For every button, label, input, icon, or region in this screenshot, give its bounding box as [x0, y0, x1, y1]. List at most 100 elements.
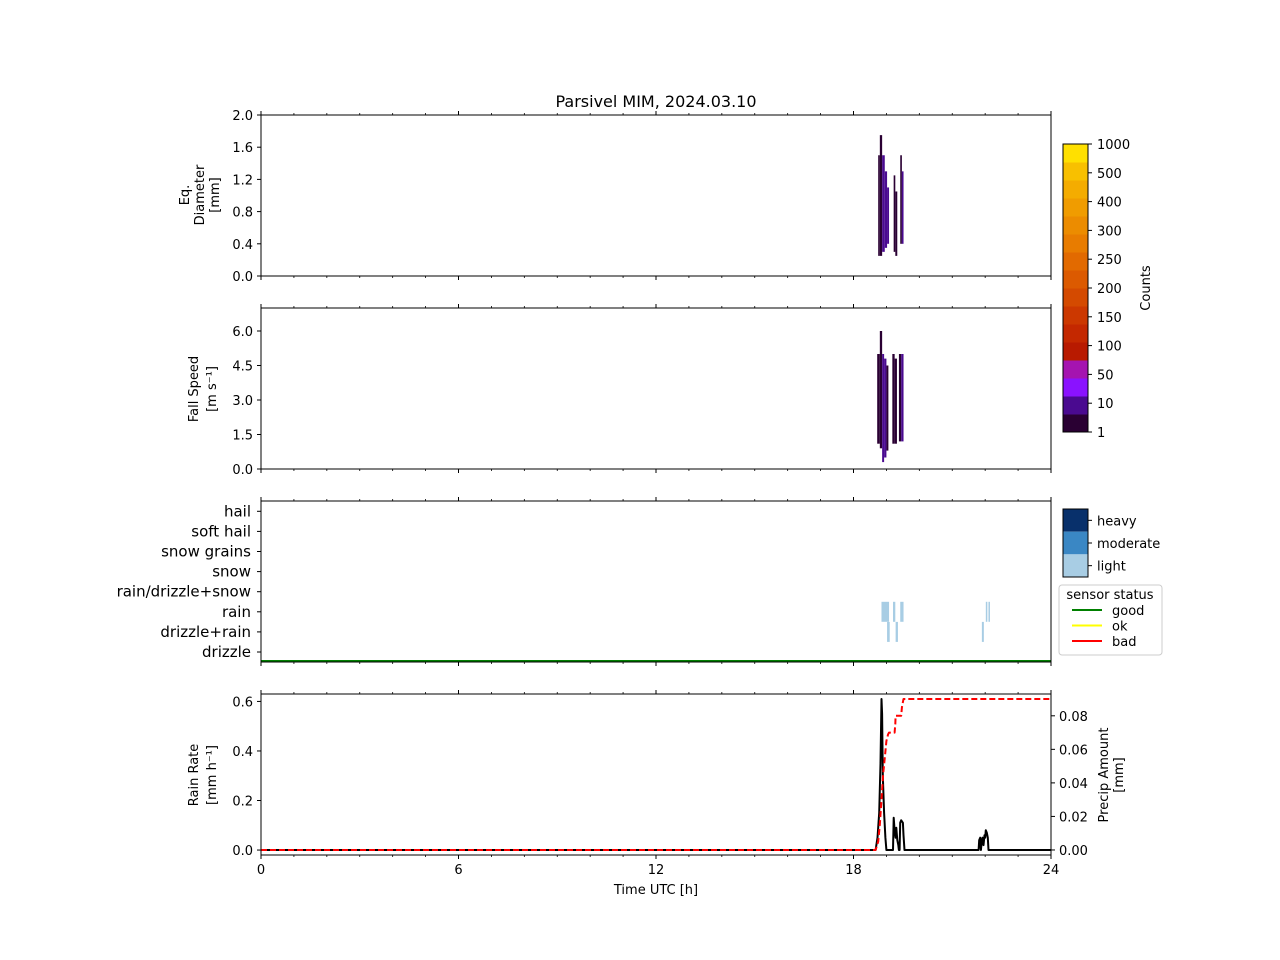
colorbar-ticks: 1 10 50 100 150 200 250 300 400 500 1000	[1088, 138, 1130, 441]
heatmap-cell	[886, 365, 889, 451]
colorbar-tick-label: 300	[1097, 224, 1122, 239]
sensor-status-legend-box	[1058, 584, 1163, 656]
precip-type-panel: drizzle drizzle+rain rain rain/drizzle+snow…	[117, 497, 1052, 666]
chart-title: Parsivel MIM, 2024.03.10	[555, 92, 756, 111]
colorbar-tick-label: 150	[1097, 311, 1122, 326]
x-tick-label: 0	[257, 863, 265, 878]
intensity-swatch-heavy	[1063, 509, 1088, 532]
heatmap-cell	[901, 171, 904, 244]
y-tick-label: 6.0	[232, 325, 253, 340]
colorbar-cell	[1063, 216, 1088, 235]
precip-event-rain	[900, 601, 904, 622]
category-label: soft hail	[191, 522, 251, 540]
intensity-label: moderate	[1097, 537, 1160, 552]
counts-colorbar: 1 10 50 100 150 200 250 300 400 500 1000 Counts	[1062, 138, 1154, 441]
heatmap-cell	[894, 358, 897, 444]
status-legend-label: bad	[1112, 635, 1136, 650]
precip-event-drizzle-rain	[887, 621, 890, 642]
diameter-ylabel-line-3: [mm]	[208, 177, 223, 212]
rain-y2label-line-1: Precip Amount	[1097, 728, 1112, 823]
category-label: rain/drizzle+snow	[117, 583, 251, 601]
diameter-panel: 0.0 0.4 0.8 1.2 1.6 2.0 Eq. Diameter [mm]	[178, 109, 1052, 285]
precip-amount-line	[261, 698, 1051, 851]
colorbar-cell	[1063, 162, 1088, 181]
colorbar-cell	[1063, 288, 1088, 307]
diameter-ticks: 0.0 0.4 0.8 1.2 1.6 2.0	[232, 109, 1052, 285]
colorbar-cell	[1063, 180, 1088, 199]
heatmap-cell	[901, 354, 904, 442]
y-tick-label: 0.4	[232, 238, 253, 253]
category-label: snow	[212, 563, 251, 581]
y-tick-label: 0.6	[232, 695, 253, 710]
intensity-label: heavy	[1097, 514, 1137, 529]
y-tick-label: 0.0	[232, 844, 253, 859]
colorbar-tick-label: 400	[1097, 196, 1122, 211]
colorbar-cell	[1063, 270, 1088, 289]
y-tick-label: 1.2	[232, 173, 253, 188]
colorbar-cell	[1063, 234, 1088, 253]
intensity-swatch-moderate	[1063, 531, 1088, 555]
colorbar-tick-label: 1	[1097, 426, 1105, 441]
y2-tick-label: 0.04	[1059, 777, 1088, 792]
fall-speed-ticks: 0.0 1.5 3.0 4.5 6.0	[232, 304, 1052, 478]
colorbar-tick-label: 200	[1097, 282, 1122, 297]
precip-type-events	[261, 601, 1051, 662]
rain-ylabel-line-1: Rain Rate	[187, 744, 202, 807]
category-label: snow grains	[161, 543, 251, 561]
x-tick-label: 6	[454, 863, 462, 878]
colorbar-tick-label: 10	[1097, 397, 1114, 412]
colorbar-cell	[1063, 324, 1088, 343]
x-tick-label: 12	[648, 863, 665, 878]
category-label: hail	[224, 502, 251, 520]
precip-event-rain	[893, 601, 896, 622]
category-label: drizzle+rain	[160, 623, 251, 641]
fall-speed-axes-frame	[260, 307, 1052, 470]
colorbar-cell	[1063, 306, 1088, 325]
colorbar-label: Counts	[1139, 265, 1154, 311]
y-tick-label: 0.0	[232, 463, 253, 478]
status-legend-label: ok	[1112, 620, 1128, 635]
fall-speed-heatmap-cells	[877, 331, 904, 463]
colorbar-tick-label: 250	[1097, 253, 1122, 268]
intensity-swatch-light	[1063, 554, 1088, 577]
rain-rate-line	[261, 698, 1051, 851]
colorbar-cell	[1063, 396, 1088, 415]
colorbar-cells	[1063, 144, 1088, 433]
y2-tick-label: 0.08	[1059, 710, 1088, 725]
heatmap-cell	[879, 331, 883, 449]
colorbar-tick-label: 1000	[1097, 138, 1130, 153]
colorbar-tick-label: 500	[1097, 167, 1122, 182]
category-label: rain	[222, 603, 251, 621]
colorbar-cell	[1063, 342, 1088, 361]
heatmap-cell	[895, 191, 898, 256]
precip-type-ticks: drizzle drizzle+rain rain rain/drizzle+snow…	[117, 497, 1052, 666]
y-tick-label: 2.0	[232, 109, 253, 124]
intensity-legend: heavy moderate light	[1062, 508, 1160, 578]
rain-axes-frame	[260, 693, 1052, 856]
heatmap-cell	[884, 358, 887, 458]
y-tick-label: 0.0	[232, 270, 253, 285]
colorbar-tick-label: 50	[1097, 368, 1114, 383]
x-tick-label: 24	[1043, 863, 1060, 878]
colorbar-cell	[1063, 252, 1088, 271]
heatmap-cell	[878, 155, 880, 256]
sensor-status-legend-title: sensor status	[1066, 588, 1153, 603]
intensity-legend-frame	[1062, 508, 1089, 578]
y2-tick-label: 0.02	[1059, 810, 1088, 825]
y-tick-label: 0.2	[232, 795, 253, 810]
diameter-heatmap-cells	[878, 135, 904, 256]
colorbar-cell	[1063, 360, 1088, 379]
y-tick-label: 0.4	[232, 745, 253, 760]
heatmap-cell	[884, 171, 888, 248]
y-tick-label: 3.0	[232, 394, 253, 409]
precip-event-rain	[881, 601, 890, 622]
fall-speed-ylabel-line-1: Fall Speed	[187, 356, 202, 422]
rain-ylabel-line-2: [mm h⁻¹]	[205, 745, 220, 805]
y-tick-label: 0.8	[232, 206, 253, 221]
precip-event-rain	[988, 601, 990, 622]
heatmap-cell	[898, 354, 902, 442]
heatmap-cell	[893, 175, 896, 252]
